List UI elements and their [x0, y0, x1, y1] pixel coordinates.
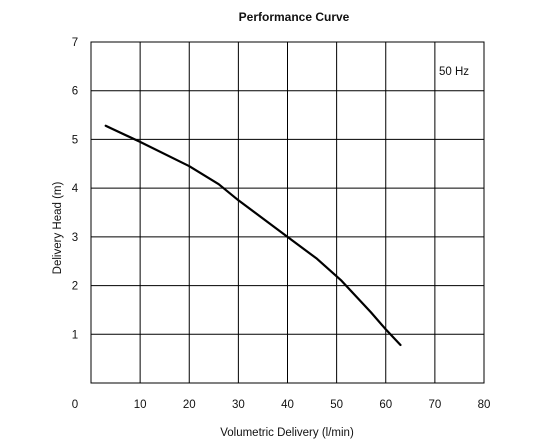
- x-tick-label: 50: [330, 399, 343, 411]
- series-line: [104, 124, 402, 347]
- plot-frame: [90, 41, 485, 384]
- x-tick-label: 80: [478, 399, 491, 411]
- x-tick-label: 0: [72, 399, 78, 411]
- x-tick-label: 30: [232, 399, 245, 411]
- y-tick-label: 3: [72, 232, 78, 244]
- grid-lines: [91, 42, 484, 383]
- x-tick-label: 60: [379, 399, 392, 411]
- x-tick-label: 70: [428, 399, 441, 411]
- y-tick-label: 2: [72, 281, 78, 293]
- y-tick-label: 7: [72, 37, 78, 49]
- y-axis-label: Delivery Head (m): [52, 182, 64, 275]
- series-lines: [104, 124, 402, 347]
- y-tick-label: 1: [72, 329, 78, 341]
- y-tick-label: 6: [72, 86, 78, 98]
- x-tick-label: 10: [134, 399, 147, 411]
- x-tick-labels: 0 10 20 30 40 50 60 70 80: [72, 399, 491, 411]
- frequency-annotation: 50 Hz: [439, 66, 469, 78]
- y-tick-label: 5: [72, 134, 78, 146]
- y-tick-labels: 1 2 3 4 5 6 7: [72, 37, 79, 341]
- x-tick-label: 40: [281, 399, 294, 411]
- x-tick-label: 20: [183, 399, 196, 411]
- chart-title: Performance Curve: [239, 10, 350, 24]
- x-axis-label: Volumetric Delivery (l/min): [220, 427, 354, 439]
- y-tick-label: 4: [72, 183, 79, 195]
